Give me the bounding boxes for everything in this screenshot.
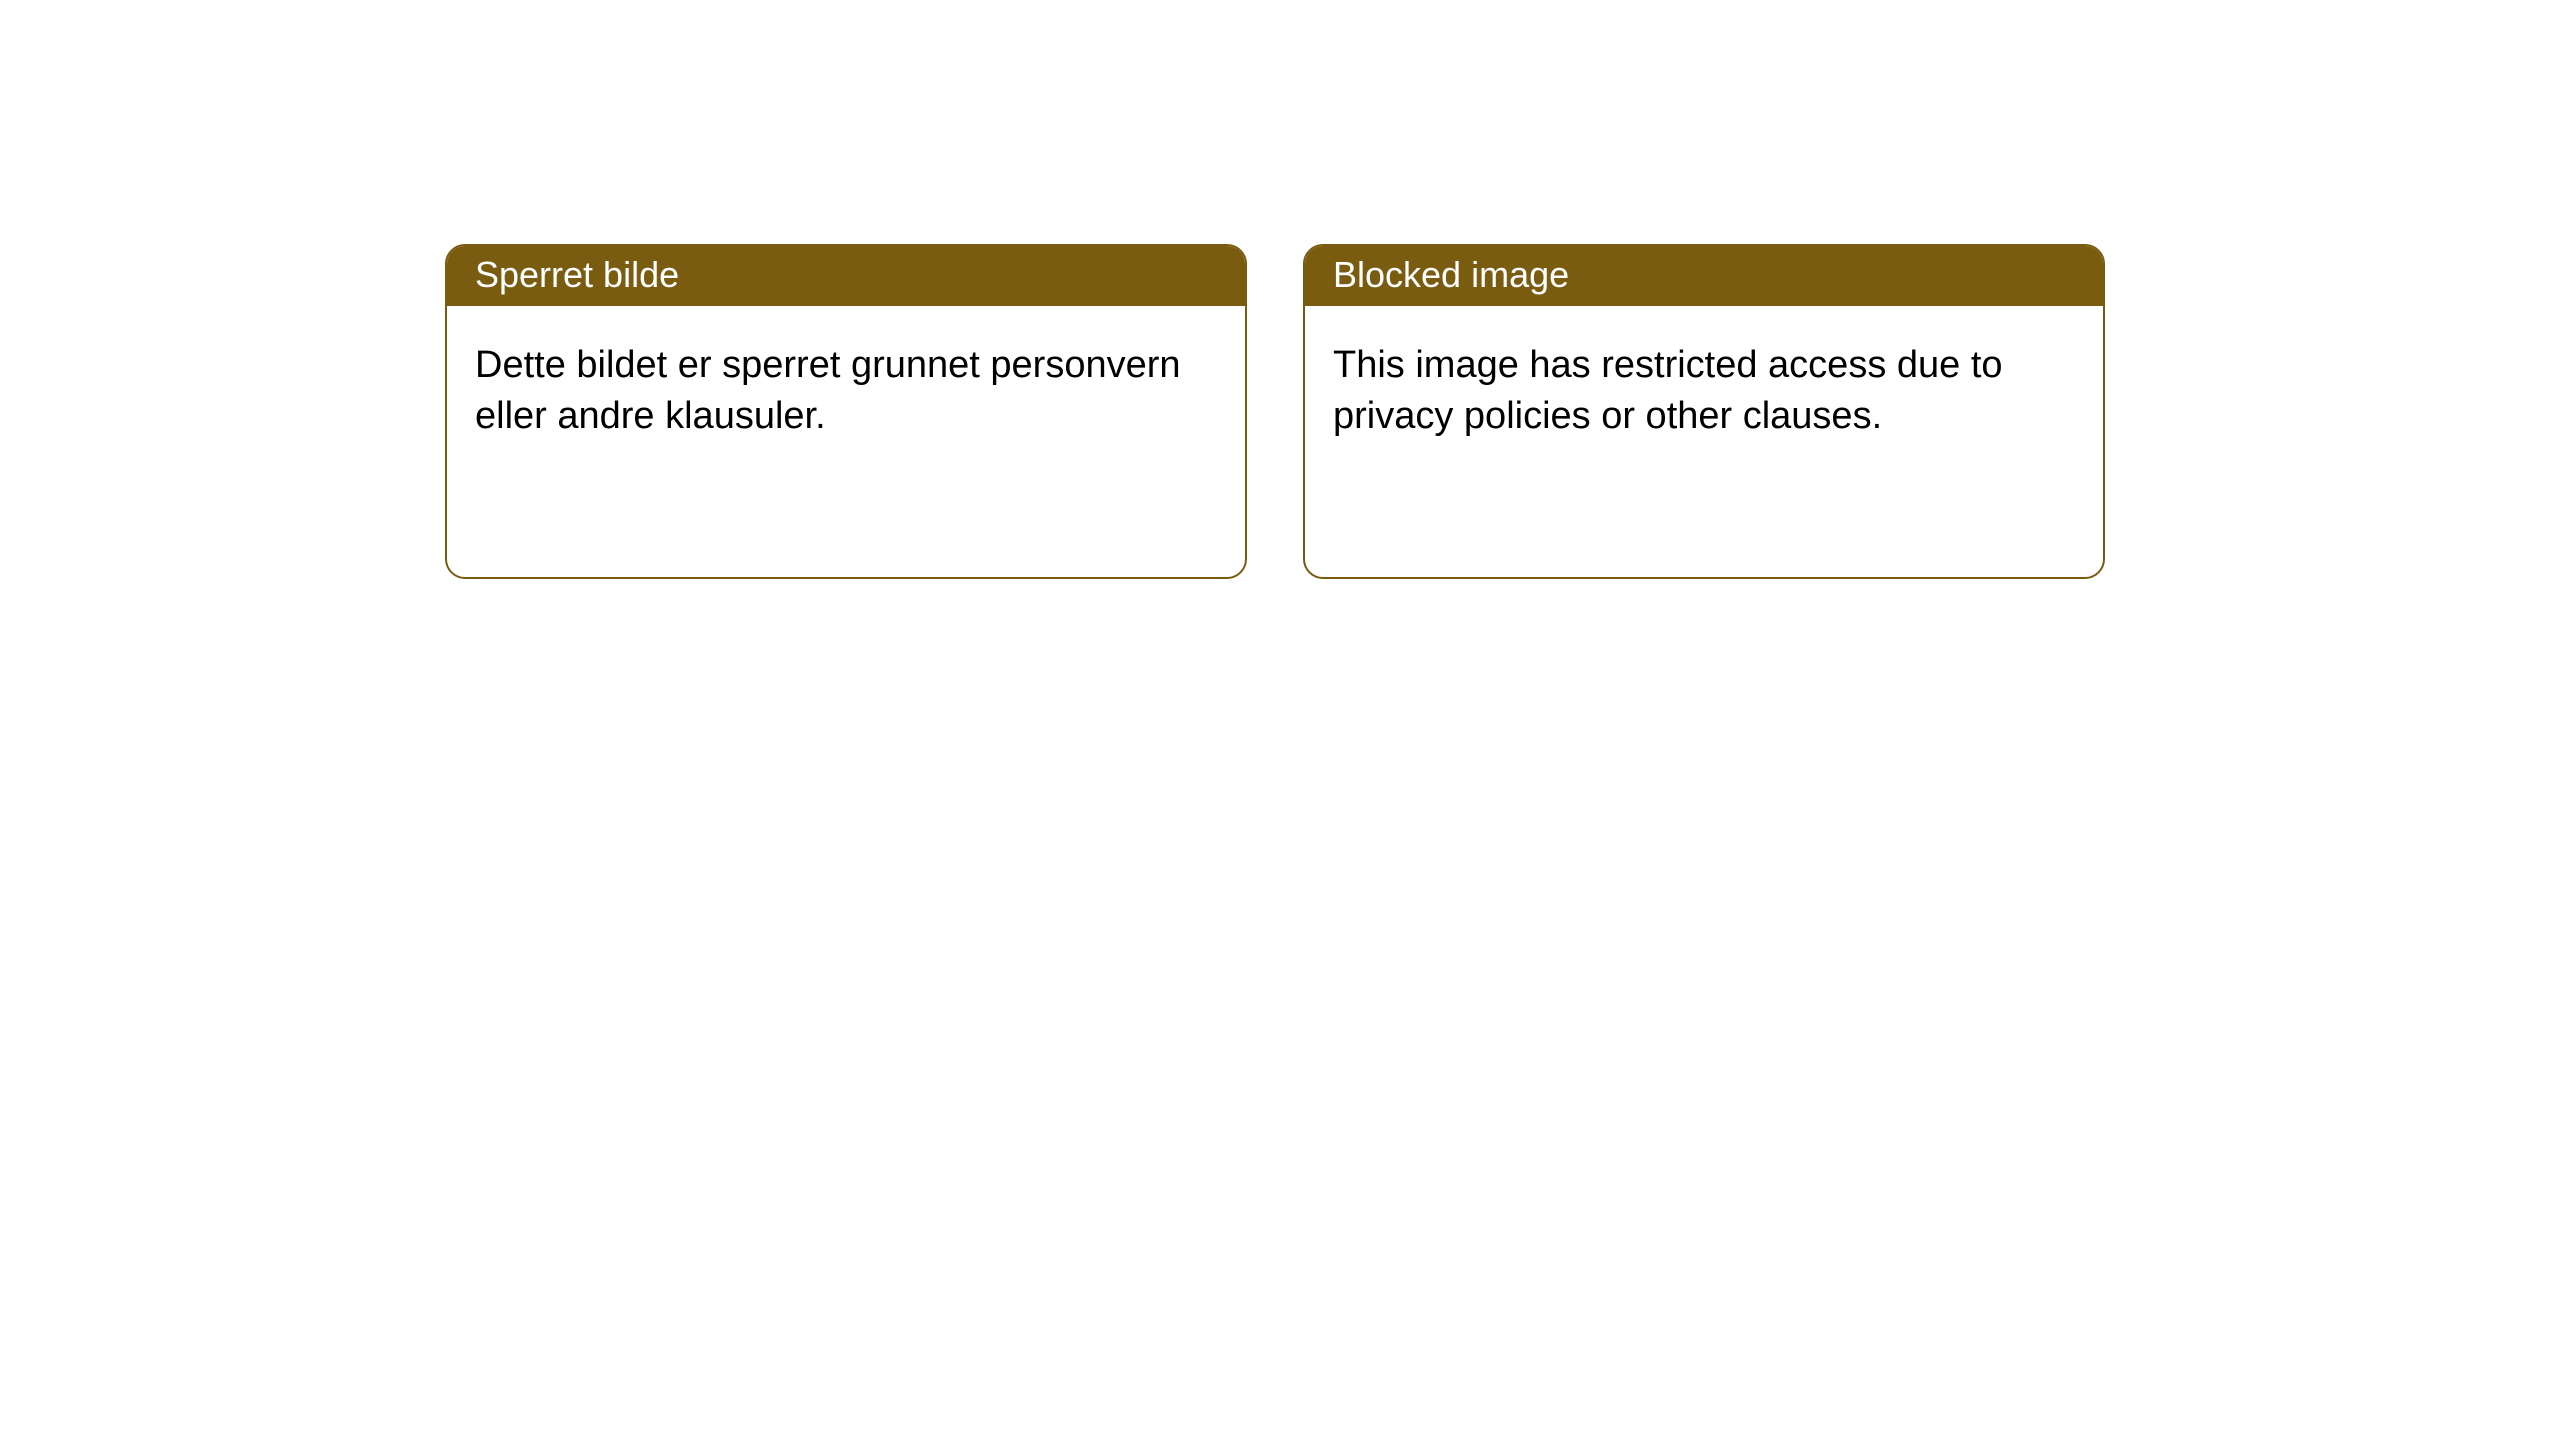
card-body-no: Dette bildet er sperret grunnet personve… — [447, 306, 1245, 477]
cards-container: Sperret bilde Dette bildet er sperret gr… — [0, 0, 2560, 579]
card-title-en: Blocked image — [1333, 254, 1569, 295]
blocked-image-card-en: Blocked image This image has restricted … — [1303, 244, 2105, 579]
card-header-en: Blocked image — [1305, 246, 2103, 306]
card-body-en: This image has restricted access due to … — [1305, 306, 2103, 477]
card-title-no: Sperret bilde — [475, 254, 679, 295]
card-header-no: Sperret bilde — [447, 246, 1245, 306]
card-body-text-no: Dette bildet er sperret grunnet personve… — [475, 344, 1181, 437]
blocked-image-card-no: Sperret bilde Dette bildet er sperret gr… — [445, 244, 1247, 579]
card-body-text-en: This image has restricted access due to … — [1333, 344, 2003, 437]
